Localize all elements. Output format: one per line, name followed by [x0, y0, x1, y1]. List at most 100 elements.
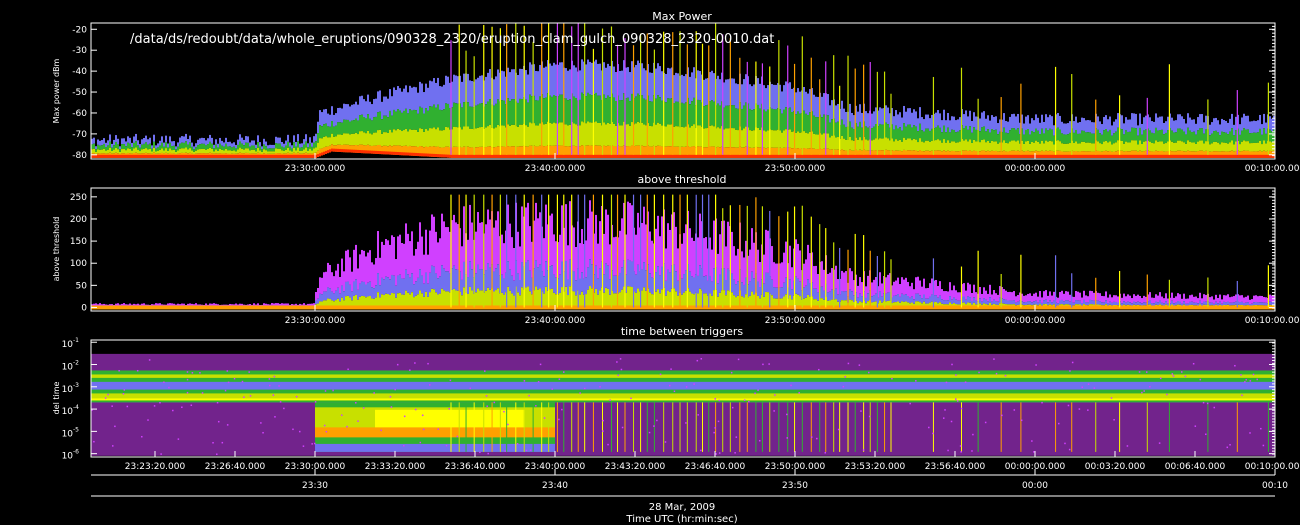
density-column	[163, 305, 165, 310]
density-column	[495, 220, 497, 269]
density-column	[237, 154, 239, 158]
density-column	[527, 286, 529, 308]
density-column	[1051, 141, 1053, 151]
density-column	[971, 293, 973, 301]
density-column	[789, 279, 791, 296]
density-column	[121, 154, 123, 158]
density-column	[673, 212, 675, 265]
density-column	[289, 305, 291, 310]
density-column	[983, 298, 985, 304]
density-column	[1261, 124, 1263, 135]
density-column	[529, 145, 531, 158]
density-column	[711, 70, 713, 101]
density-column	[671, 146, 673, 158]
density-column	[997, 154, 999, 158]
density-column	[631, 154, 633, 158]
density-column	[253, 154, 255, 158]
density-column	[807, 133, 809, 149]
density-column	[1007, 143, 1009, 152]
density-column	[857, 139, 859, 151]
density-column	[827, 273, 829, 293]
density-column	[875, 293, 877, 302]
density-column	[783, 154, 785, 158]
density-column	[489, 124, 491, 147]
density-column	[673, 264, 675, 289]
density-column	[705, 275, 707, 294]
density-column	[519, 246, 521, 281]
density-column	[351, 145, 353, 153]
density-column	[859, 121, 861, 138]
density-column	[661, 71, 663, 101]
density-column	[895, 280, 897, 296]
density-column	[319, 153, 321, 157]
density-column	[915, 150, 917, 158]
density-column	[1147, 128, 1149, 141]
density-column	[1271, 154, 1273, 158]
density-column	[1235, 130, 1237, 142]
density-column	[565, 204, 567, 261]
density-column	[743, 257, 745, 285]
density-column	[133, 136, 135, 143]
density-column	[927, 298, 929, 304]
density-column	[879, 138, 881, 151]
density-column	[669, 146, 671, 158]
density-column	[629, 125, 631, 147]
density-column	[759, 83, 761, 109]
density-column	[887, 292, 889, 301]
density-column	[425, 305, 427, 310]
density-column	[605, 287, 607, 308]
density-column	[217, 154, 219, 158]
density-column	[777, 287, 779, 299]
density-column	[385, 96, 387, 116]
density-column	[485, 76, 487, 105]
density-column	[149, 305, 151, 310]
density-column	[879, 107, 881, 124]
density-column	[233, 150, 235, 154]
density-column	[437, 146, 439, 158]
density-column	[527, 202, 529, 261]
density-column	[939, 281, 941, 296]
density-column	[507, 146, 509, 158]
density-column	[1031, 154, 1033, 158]
density-column	[221, 154, 223, 158]
density-column	[135, 141, 137, 148]
density-column	[693, 97, 695, 125]
density-column	[505, 127, 507, 148]
density-column	[767, 230, 769, 273]
density-column	[369, 305, 371, 310]
density-column	[455, 154, 457, 158]
density-column	[461, 129, 463, 148]
density-column	[973, 154, 975, 158]
density-column	[327, 305, 329, 310]
density-column	[1253, 151, 1255, 158]
density-column	[597, 122, 599, 146]
density-column	[781, 113, 783, 133]
density-column	[1051, 154, 1053, 158]
density-column	[385, 115, 387, 133]
density-column	[673, 102, 675, 127]
density-column	[445, 227, 447, 272]
density-column	[497, 211, 499, 265]
density-column	[255, 305, 257, 310]
density-column	[935, 112, 937, 128]
density-column	[777, 147, 779, 158]
density-column	[1253, 142, 1255, 152]
density-column	[1205, 150, 1207, 158]
density-column	[737, 305, 739, 310]
density-column	[547, 60, 549, 94]
density-column	[811, 88, 813, 112]
density-column	[727, 268, 729, 291]
density-column	[363, 250, 365, 282]
density-column	[925, 288, 927, 299]
density-column	[241, 305, 243, 310]
density-column	[339, 276, 341, 294]
density-column	[415, 152, 417, 156]
density-column	[321, 152, 323, 156]
density-column	[937, 297, 939, 304]
density-column	[947, 300, 949, 305]
density-column	[367, 150, 369, 154]
density-column	[507, 154, 509, 158]
density-column	[989, 151, 991, 158]
density-column	[1273, 115, 1275, 130]
density-column	[265, 146, 267, 151]
